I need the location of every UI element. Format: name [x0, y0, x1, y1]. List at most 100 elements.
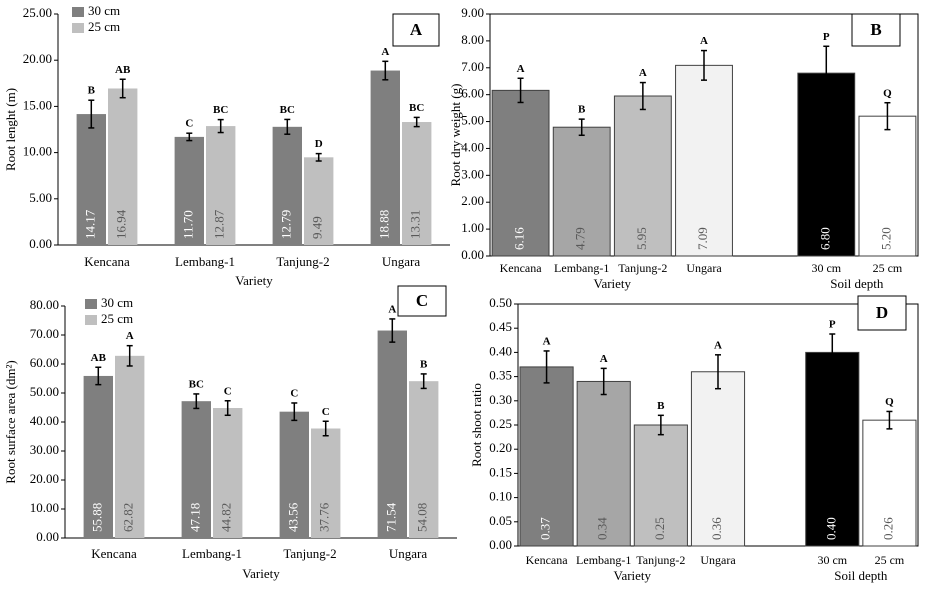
bar: [402, 122, 432, 245]
x-group-title: Variety: [614, 568, 652, 583]
value-label: 6.80: [817, 227, 832, 250]
significance-letter: P: [829, 319, 836, 331]
x-tick-label: 30 cm: [811, 261, 841, 275]
y-tick-label: 0.15: [489, 464, 512, 479]
bar: [858, 115, 917, 257]
significance-letter: A: [714, 339, 722, 351]
y-tick-label: 3.00: [461, 166, 484, 181]
significance-letter: B: [657, 400, 665, 412]
significance-letter: B: [88, 85, 96, 97]
x-tick-label: Lembang-1: [182, 546, 242, 561]
y-tick-label: 0.35: [489, 368, 512, 383]
bar: [409, 381, 439, 538]
bar: [108, 88, 138, 246]
bar: [206, 126, 236, 245]
value-label: 12.79: [278, 210, 293, 239]
y-axis-title: Root dry weight (g): [448, 84, 463, 187]
value-label: 16.94: [114, 209, 129, 239]
legend-label: 25 cm: [88, 19, 120, 34]
y-tick-label: 30.00: [30, 442, 59, 457]
y-tick-label: 0.25: [489, 416, 512, 431]
x-group-title: Soil depth: [834, 568, 888, 583]
y-tick-label: 10.00: [30, 500, 59, 515]
value-label: 13.31: [408, 210, 423, 239]
value-label: 0.36: [709, 517, 724, 540]
legend-swatch: [85, 299, 97, 309]
y-tick-label: 0.30: [489, 392, 512, 407]
x-group-title: Soil depth: [830, 276, 884, 291]
bar: [304, 157, 334, 245]
bar: [633, 424, 688, 547]
legend-swatch: [72, 23, 84, 33]
panel-label: D: [876, 303, 888, 322]
y-tick-label: 2.00: [461, 193, 484, 208]
bar: [491, 89, 550, 257]
x-axis-title: Variety: [242, 566, 280, 581]
y-tick-label: 80.00: [30, 297, 59, 312]
y-axis-title: Root shoot ratio: [469, 383, 484, 467]
significance-letter: A: [517, 63, 525, 75]
significance-letter: A: [600, 353, 608, 365]
legend-label: 30 cm: [101, 295, 133, 310]
y-tick-label: 4.00: [461, 139, 484, 154]
y-tick-label: 60.00: [30, 355, 59, 370]
y-tick-label: 0.40: [489, 343, 512, 358]
value-label: 0.26: [880, 517, 895, 540]
significance-letter: BC: [189, 378, 204, 390]
value-label: 43.56: [285, 502, 300, 532]
value-label: 71.54: [383, 502, 398, 532]
significance-letter: A: [639, 67, 647, 79]
x-tick-label: 25 cm: [875, 553, 905, 567]
x-tick-label: Tanjung-2: [636, 553, 685, 567]
significance-letter: BC: [213, 104, 228, 116]
bar: [311, 428, 341, 538]
significance-letter: P: [823, 31, 830, 43]
panel-label-box: [851, 13, 901, 47]
value-label: 5.95: [634, 227, 649, 250]
x-tick-label: Lembang-1: [175, 254, 235, 269]
y-tick-label: 6.00: [461, 86, 484, 101]
significance-letter: A: [381, 46, 389, 58]
y-tick-label: 10.00: [23, 144, 52, 159]
bar: [181, 401, 211, 538]
significance-letter: B: [420, 358, 428, 370]
x-group-title: Variety: [594, 276, 632, 291]
value-label: 14.17: [82, 209, 97, 239]
y-tick-label: 0.05: [489, 513, 512, 528]
legend-label: 25 cm: [101, 311, 133, 326]
significance-letter: BC: [409, 102, 424, 114]
x-tick-label: Kencana: [526, 553, 569, 567]
panel-label: A: [410, 20, 423, 39]
y-tick-label: 20.00: [30, 471, 59, 486]
significance-letter: AB: [115, 64, 131, 76]
y-tick-label: 0.00: [36, 529, 59, 544]
value-label: 62.82: [121, 503, 136, 532]
y-tick-label: 5.00: [461, 113, 484, 128]
significance-letter: C: [322, 406, 330, 418]
value-label: 4.79: [573, 227, 588, 250]
y-tick-label: 0.45: [489, 319, 512, 334]
bar: [576, 380, 631, 547]
significance-letter: AB: [91, 352, 107, 364]
x-axis-title: Variety: [235, 273, 273, 288]
value-label: 5.20: [878, 227, 893, 250]
bar: [272, 126, 302, 245]
x-tick-label: Ungara: [700, 553, 736, 567]
y-tick-label: 1.00: [461, 220, 484, 235]
bar: [370, 70, 400, 245]
panel-label: B: [870, 20, 881, 39]
bar: [174, 136, 204, 245]
significance-letter: A: [388, 303, 396, 315]
x-tick-label: Tanjung-2: [283, 546, 336, 561]
y-tick-label: 0.00: [461, 247, 484, 262]
legend-swatch: [72, 7, 84, 17]
significance-letter: B: [578, 104, 586, 116]
value-label: 11.70: [180, 210, 195, 239]
y-tick-label: 70.00: [30, 326, 59, 341]
y-tick-label: 0.00: [29, 236, 52, 251]
y-tick-label: 15.00: [23, 97, 52, 112]
legend-label: 30 cm: [88, 3, 120, 18]
value-label: 0.37: [538, 517, 553, 540]
y-tick-label: 7.00: [461, 59, 484, 74]
bar: [519, 366, 574, 547]
